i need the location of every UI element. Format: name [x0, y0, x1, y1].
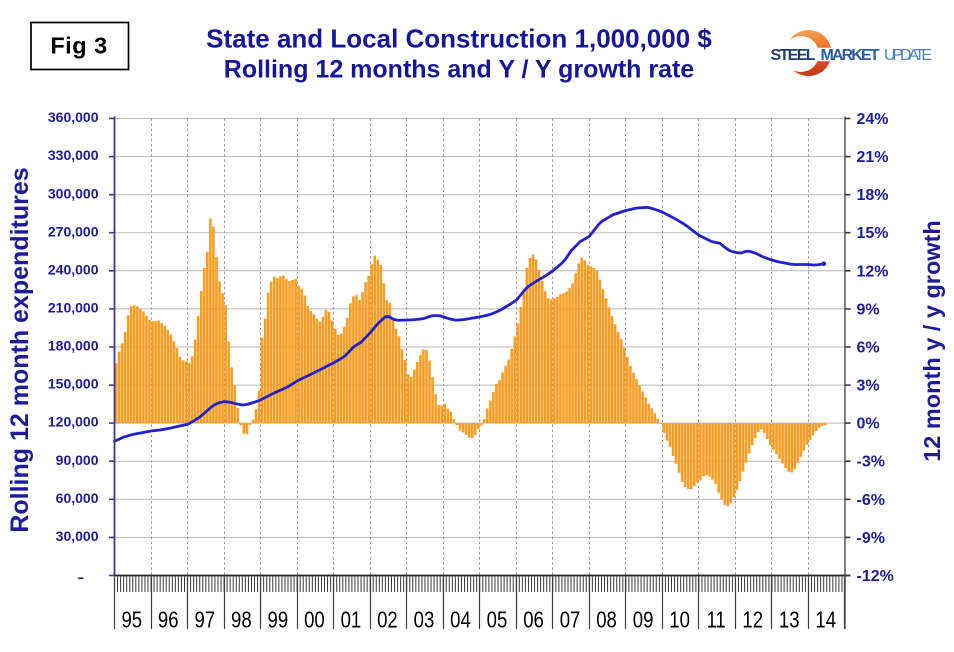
svg-text:60,000: 60,000 — [56, 490, 99, 506]
svg-text:03: 03 — [414, 608, 435, 634]
svg-text:24%: 24% — [857, 111, 889, 128]
svg-text:99: 99 — [268, 608, 289, 634]
svg-text:09: 09 — [633, 608, 654, 634]
svg-text:360,000: 360,000 — [48, 109, 99, 125]
svg-text:MARKET: MARKET — [821, 47, 880, 64]
svg-text:12%: 12% — [857, 263, 889, 280]
svg-text:-12%: -12% — [857, 568, 894, 585]
svg-text:UPDATE: UPDATE — [884, 47, 932, 64]
svg-text:-6%: -6% — [857, 492, 885, 509]
svg-text:96: 96 — [158, 608, 179, 634]
svg-text:Rolling 12 month expenditures: Rolling 12 month expenditures — [6, 167, 34, 532]
svg-text:6%: 6% — [857, 340, 880, 357]
svg-text:04: 04 — [450, 608, 471, 634]
svg-text:12: 12 — [742, 608, 763, 634]
svg-text:300,000: 300,000 — [48, 185, 99, 201]
svg-text:State and Local Construction 1: State and Local Construction 1,000,000 $ — [206, 24, 712, 54]
svg-text:05: 05 — [487, 608, 508, 634]
svg-text:-3%: -3% — [857, 454, 885, 471]
svg-text:02: 02 — [377, 608, 398, 634]
svg-text:10: 10 — [669, 608, 690, 634]
svg-text:15%: 15% — [857, 225, 889, 242]
svg-text:98: 98 — [231, 608, 252, 634]
svg-text:120,000: 120,000 — [48, 414, 99, 430]
svg-text:18%: 18% — [857, 187, 889, 204]
svg-text:180,000: 180,000 — [48, 338, 99, 354]
svg-text:270,000: 270,000 — [48, 223, 99, 239]
svg-text:210,000: 210,000 — [48, 300, 99, 316]
svg-text:01: 01 — [341, 608, 362, 634]
svg-text:-9%: -9% — [857, 530, 885, 547]
svg-text:07: 07 — [560, 608, 581, 634]
svg-text:08: 08 — [596, 608, 617, 634]
svg-text:00: 00 — [304, 608, 325, 634]
svg-text:0%: 0% — [857, 416, 880, 433]
svg-text:Fig 3: Fig 3 — [50, 33, 107, 59]
svg-text:240,000: 240,000 — [48, 261, 99, 277]
svg-text:12 month y / y growth: 12 month y / y growth — [919, 220, 945, 462]
svg-text:150,000: 150,000 — [48, 376, 99, 392]
svg-text:97: 97 — [195, 608, 216, 634]
svg-text:330,000: 330,000 — [48, 147, 99, 163]
svg-text:21%: 21% — [857, 149, 889, 166]
svg-text:90,000: 90,000 — [56, 452, 99, 468]
svg-text:9%: 9% — [857, 301, 880, 318]
svg-text:3%: 3% — [857, 378, 880, 395]
svg-text:11: 11 — [707, 608, 726, 634]
svg-text:06: 06 — [523, 608, 544, 634]
svg-text:95: 95 — [121, 608, 142, 634]
svg-text:STEEL: STEEL — [771, 47, 816, 64]
svg-text:Rolling 12 months and Y / Y gr: Rolling 12 months and Y / Y growth rate — [224, 56, 695, 84]
svg-text:14: 14 — [815, 608, 836, 634]
svg-text:13: 13 — [779, 608, 800, 634]
svg-text:30,000: 30,000 — [56, 528, 99, 544]
